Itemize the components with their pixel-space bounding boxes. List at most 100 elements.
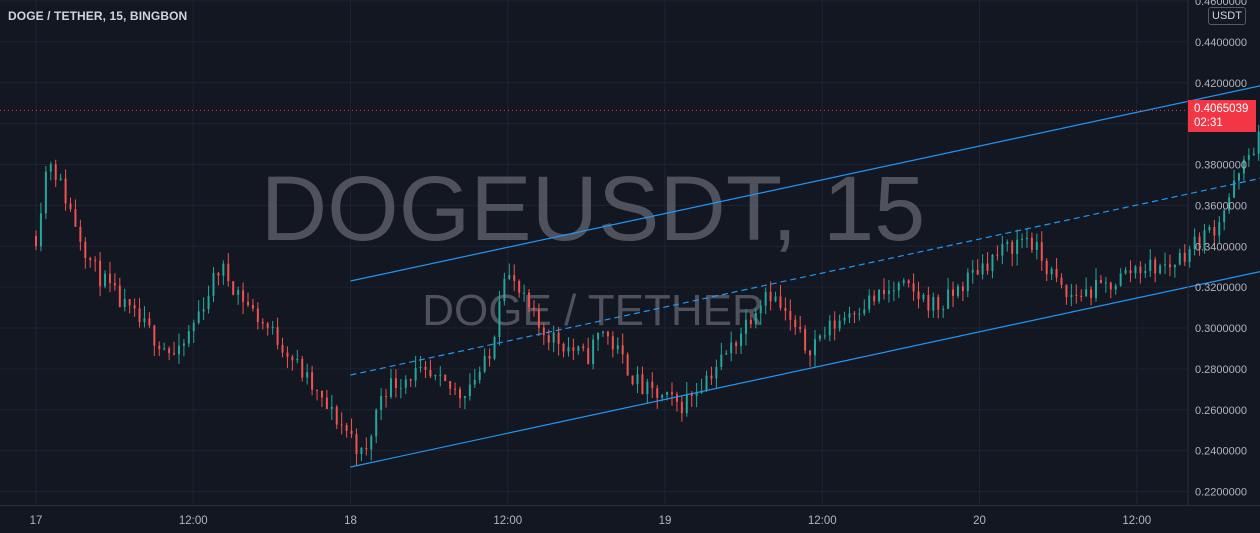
candle-body [671,392,674,395]
candle-body [1021,239,1024,241]
candle-body [1193,236,1196,250]
candle-body [537,309,540,328]
time-tick-label: 12:00 [808,515,837,527]
candle-body [1055,268,1058,278]
price-tick-label: 0.4600000 [1195,0,1247,8]
candle-body [227,263,230,282]
price-tick-label: 0.2400000 [1195,446,1247,458]
candle-body [1070,294,1073,298]
price-tick-label: 0.3400000 [1195,241,1247,253]
candle-body [937,296,940,310]
price-tick-label: 0.3200000 [1195,282,1247,294]
candle-body [202,309,205,312]
candle-body [173,353,176,355]
candle-body [1198,236,1201,249]
currency-unit-button[interactable]: USDT [1208,7,1246,25]
candle-body [1233,180,1236,198]
candle-body [661,394,664,398]
price-tick-label: 0.4400000 [1195,37,1247,49]
candle-body [59,178,62,180]
candle-body [892,290,895,292]
candle-body [138,308,141,323]
candle-body [1242,159,1245,174]
candle-body [222,263,225,276]
candle-body [370,436,373,450]
channel-lower-line[interactable] [350,136,1260,468]
candle-body [133,305,136,309]
candle-body [991,254,994,271]
candle-body [528,292,531,308]
candle-body [503,278,506,301]
candle-body [907,280,910,284]
candle-body [532,307,535,310]
candle-body [360,447,363,454]
candle-body [1168,264,1171,268]
candle-body [680,401,683,414]
candle-body [301,358,304,378]
candle-body [1188,249,1191,262]
candle-body [754,313,757,325]
candle-body [843,317,846,321]
candle-body [365,447,368,450]
candle-body [1159,265,1162,274]
candle-body [35,236,37,247]
candle-body [39,213,42,247]
candle-body [148,318,151,326]
candle-body [1129,270,1132,274]
candle-body [710,375,713,379]
candle-body [759,305,762,314]
candle-body [774,296,777,302]
candle-body [187,331,190,344]
candle-body [883,289,886,294]
channel-median-line[interactable] [350,42,1260,376]
candle-body [966,272,969,292]
candle-body [611,336,614,350]
candle-body [454,388,457,390]
candle-body [389,378,392,397]
candle-body [740,333,743,347]
candle-body [1114,285,1117,290]
candle-body [158,345,161,350]
candle-body [325,397,328,409]
candle-body [646,381,649,395]
candle-body [276,327,279,345]
time-tick-label: 20 [973,515,986,527]
time-axis[interactable]: 17 12:00 18 12:00 19 12:00 20 12:00 [30,515,1152,527]
candle-body [818,335,821,340]
candle-body [523,292,526,294]
candle-body [1144,271,1147,274]
candle-body [1030,237,1033,250]
candle-body [705,375,708,391]
candle-body [335,407,338,425]
candle-body [399,387,402,389]
candle-body [355,434,358,454]
parallel-channel[interactable] [350,1,1260,468]
candle-body [212,273,215,296]
candle-body [394,378,397,388]
candle-body [557,332,560,344]
candle-body [192,322,195,332]
candle-body [488,355,491,359]
candle-body [296,358,299,361]
candle-body [414,368,417,381]
time-tick-label: 12:00 [493,515,522,527]
price-tick-label: 0.2600000 [1195,405,1247,417]
price-axis[interactable]: 0.2200000 0.2400000 0.2600000 0.2800000 0.30… [1195,0,1247,499]
candle-body [1099,279,1102,284]
price-tick-label: 0.3000000 [1195,323,1247,335]
channel-upper-line[interactable] [350,1,1260,282]
last-price-tag: 0.4065039 02:31 [1188,100,1256,132]
candle-body [956,286,959,296]
candle-body [163,348,166,350]
candle-body [562,343,565,352]
candle-body [1080,295,1083,297]
candle-body [1237,173,1240,181]
candle-body [922,294,925,300]
candle-body [592,339,595,364]
candle-body [271,327,274,329]
candle-body [330,407,333,409]
candle-body [587,348,590,364]
candle-body [286,352,289,357]
candle-body [981,263,984,275]
